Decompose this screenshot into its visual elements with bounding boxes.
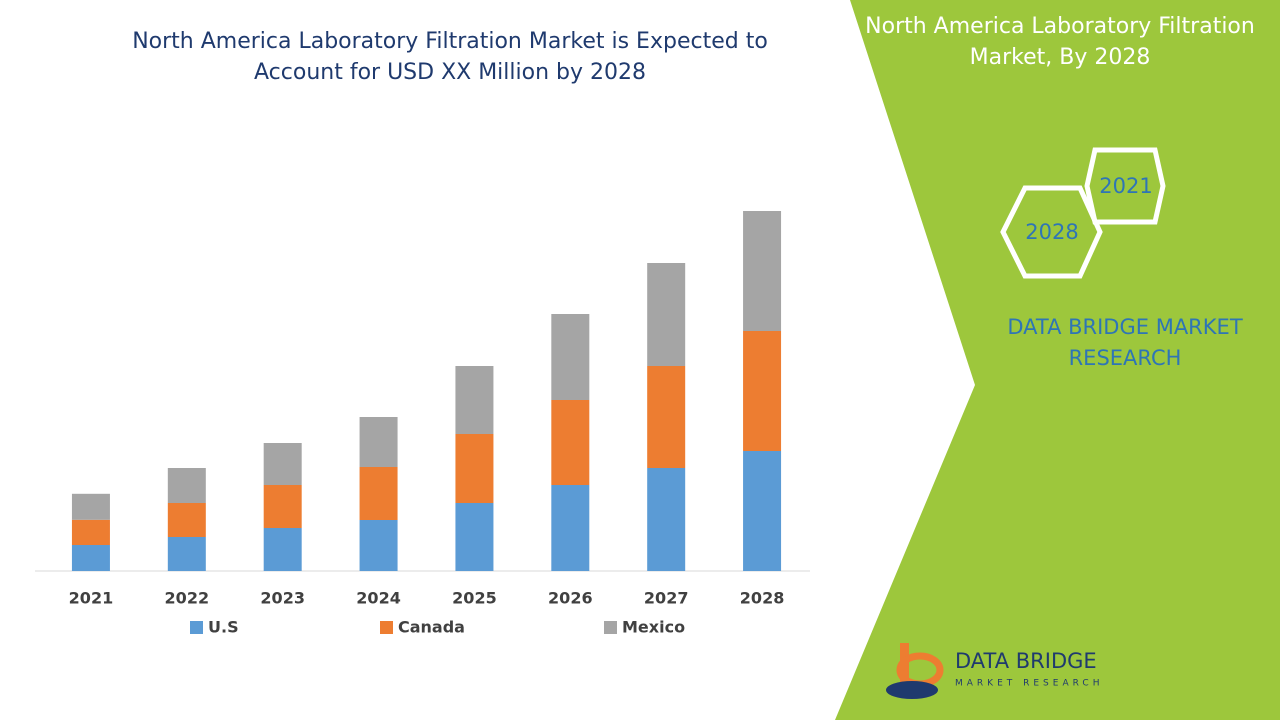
bar-segment — [455, 366, 494, 434]
bar-segment — [167, 537, 206, 571]
bar-segment — [551, 485, 590, 571]
x-tick-label: 2024 — [356, 589, 401, 608]
bar-segment — [359, 417, 398, 467]
x-tick-label: 2028 — [740, 589, 785, 608]
x-tick-label: 2025 — [452, 589, 497, 608]
x-tick-label: 2021 — [69, 589, 114, 608]
x-tick-label: 2027 — [644, 589, 689, 608]
bar-segment — [71, 545, 110, 571]
bar-segment — [551, 400, 590, 485]
side-title: North America Laboratory Filtration Mark… — [865, 14, 1255, 70]
brand-text: DATA BRIDGE MARKET RESEARCH — [1007, 315, 1243, 370]
x-tick-label: 2026 — [548, 589, 593, 608]
bar-segment — [71, 519, 110, 545]
bar-segment — [167, 468, 206, 503]
bar-segment — [359, 467, 398, 520]
hexagon — [1084, 147, 1166, 225]
bar-segment — [743, 211, 782, 331]
bar-segment — [455, 434, 494, 503]
legend-swatch — [380, 621, 393, 634]
logo-icon — [886, 643, 944, 699]
hexagon-label: 2028 — [1025, 220, 1078, 244]
bar-segment — [167, 503, 206, 537]
bar-segment — [647, 366, 686, 468]
x-tick-label: 2022 — [165, 589, 210, 608]
logo-name: DATA BRIDGE — [955, 649, 1097, 673]
logo-base — [886, 681, 938, 699]
logo-tagline: MARKET RESEARCH — [955, 679, 1103, 689]
bar-segment — [263, 485, 302, 528]
bar-segment — [71, 493, 110, 520]
legend-swatch — [604, 621, 617, 634]
bar-segment — [551, 314, 590, 400]
hexagon — [1000, 185, 1103, 279]
legend-label: Canada — [398, 618, 465, 637]
bar-segment — [743, 451, 782, 571]
x-tick-label: 2023 — [260, 589, 305, 608]
bar-segment — [263, 528, 302, 571]
legend-label: U.S — [208, 618, 239, 637]
chart-title: North America Laboratory Filtration Mark… — [132, 29, 768, 85]
bar-segment — [647, 263, 686, 366]
bar-segment — [359, 520, 398, 571]
hexagon-label: 2021 — [1099, 174, 1152, 198]
side-panel — [835, 0, 1280, 720]
bar-segment — [263, 443, 302, 485]
bar-segment — [743, 331, 782, 451]
legend-swatch — [190, 621, 203, 634]
bar-segment — [455, 503, 494, 571]
bar-segment — [647, 468, 686, 571]
legend-label: Mexico — [622, 618, 685, 637]
